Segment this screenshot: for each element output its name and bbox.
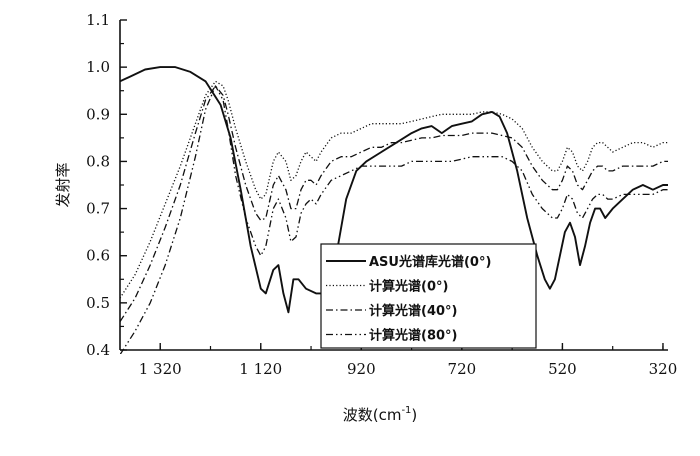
x-tick-label: 1 120 [239, 360, 282, 378]
y-tick-label: 0.7 [86, 200, 110, 218]
x-tick-label: 320 [649, 360, 678, 378]
y-axis-label: 发射率 [54, 162, 72, 207]
y-tick-label: 0.4 [86, 341, 110, 359]
legend: ASU光谱库光谱(0°) 计算光谱(0°) 计算光谱(40°) 计算光谱(80°) [320, 243, 537, 349]
legend-label-2: 计算光谱(0°) [369, 279, 448, 295]
y-tick-label: 0.6 [86, 247, 110, 265]
axes: 0.4 0.5 0.6 0.7 0.8 0.9 1.0 1.1 1 320 1 120 920 720… [86, 11, 677, 378]
series-line-3 [120, 85, 668, 323]
y-tick-label: 0.5 [86, 294, 110, 312]
plot-area [120, 66, 668, 354]
y-tick-label: 0.9 [86, 105, 110, 123]
y-tick-label: 0.8 [86, 152, 110, 170]
x-tick-label: 520 [548, 360, 577, 378]
legend-label-4: 计算光谱(80°) [369, 328, 457, 344]
legend-label-1: ASU光谱库光谱(0°) [369, 254, 491, 270]
x-tick-label: 720 [448, 360, 477, 378]
y-tick-label: 1.0 [86, 58, 110, 76]
x-axis-label: 波数(cm-1) [343, 405, 418, 424]
series-line-1 [120, 66, 668, 314]
legend-label-3: 计算光谱(40°) [369, 303, 457, 319]
y-tick-label: 1.1 [86, 11, 110, 29]
x-tick-label: 1 320 [139, 360, 182, 378]
x-tick-label: 920 [347, 360, 376, 378]
series-line-2 [120, 80, 668, 299]
